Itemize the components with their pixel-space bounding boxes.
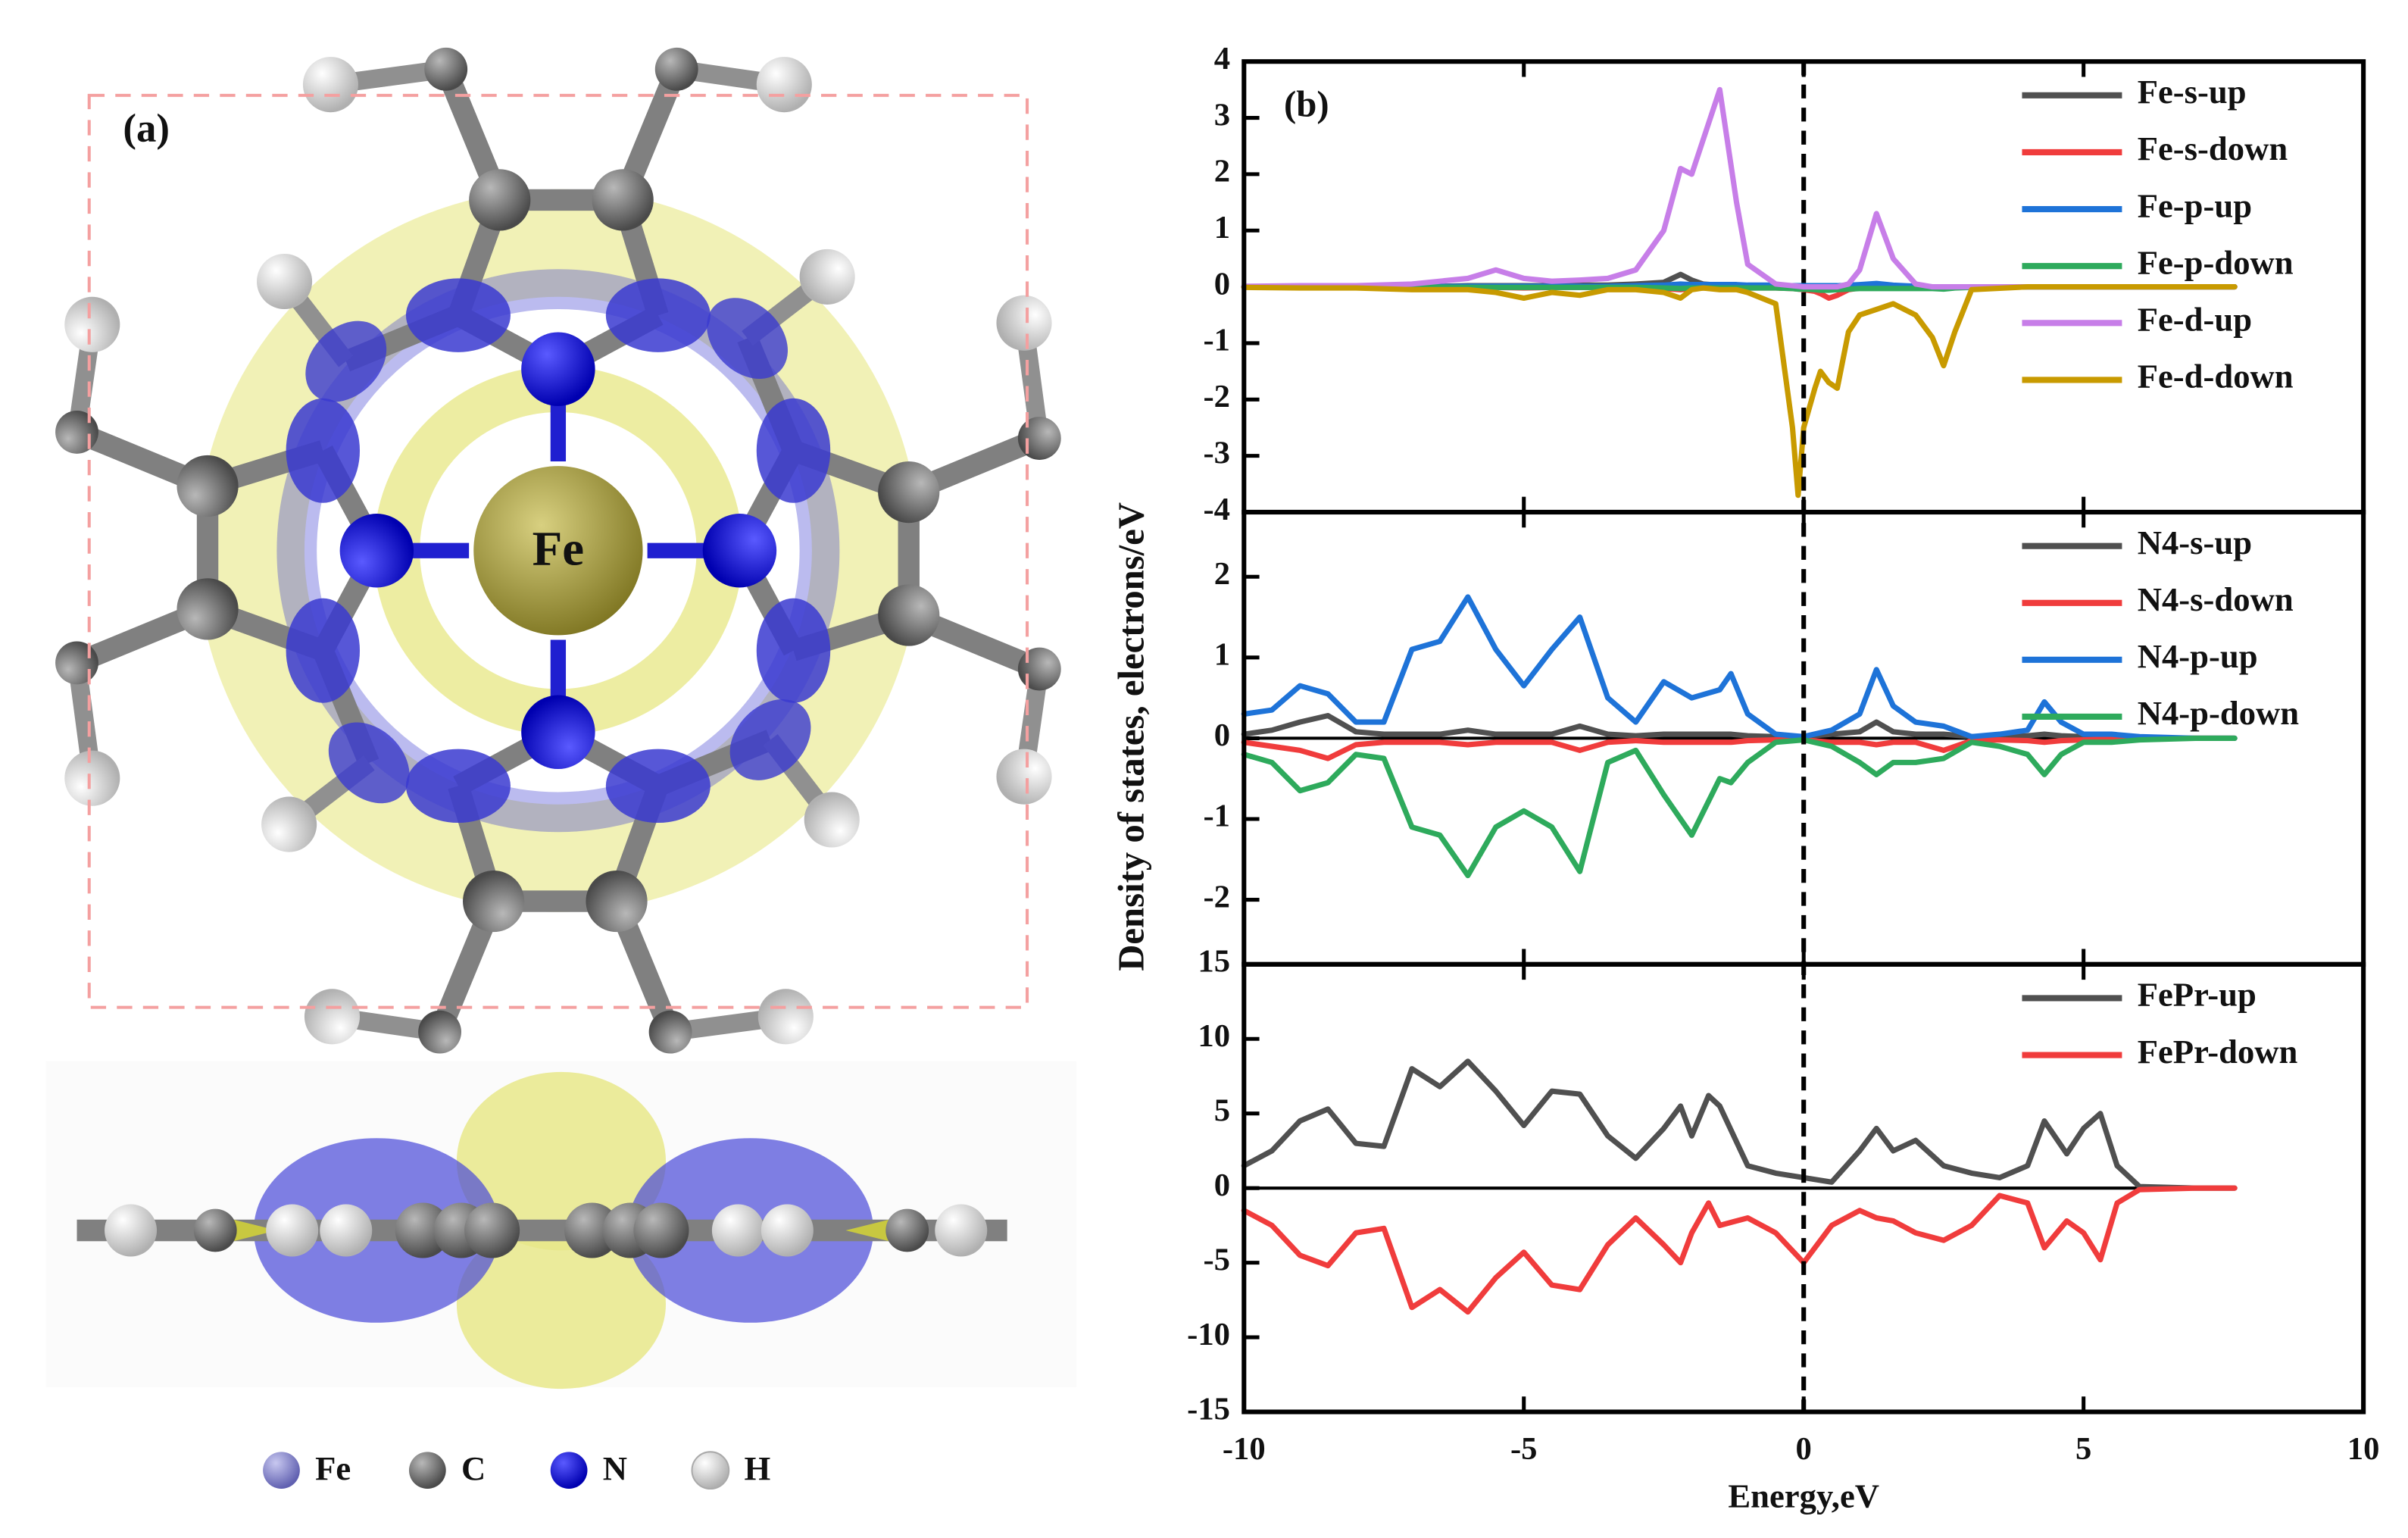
y-tick-label: -2 (1203, 379, 1230, 414)
atom-legend-label: Fe (315, 1449, 351, 1487)
legend-label: N4-p-down (2138, 694, 2300, 732)
dos-line (1241, 1058, 2238, 1191)
y-tick-label: 5 (1214, 1093, 1230, 1129)
y-tick-label: 10 (1198, 1018, 1230, 1054)
x-axis-label: Energy,eV (1728, 1477, 1879, 1515)
y-tick-label: 1 (1214, 637, 1230, 673)
legend-label: FePr-down (2138, 1033, 2298, 1071)
legend-label: Fe-p-down (2138, 243, 2294, 281)
legend-label: N4-p-up (2138, 637, 2258, 675)
y-tick-label: 4 (1214, 41, 1230, 77)
y-tick-label: -1 (1203, 323, 1230, 358)
y-tick-label: 3 (1214, 97, 1230, 133)
legend-label: Fe-s-down (2138, 130, 2288, 167)
y-tick-label: -1 (1203, 799, 1230, 834)
dos-line (1241, 735, 2238, 879)
y-tick-label: -3 (1203, 435, 1230, 470)
dos-line (1241, 713, 2238, 741)
legend-label: N4-s-up (2138, 524, 2252, 561)
dos-line (1241, 594, 2238, 741)
y-tick-label: -10 (1187, 1317, 1230, 1352)
y-tick-label: 0 (1214, 1168, 1230, 1203)
x-tick-label: 0 (1796, 1431, 1812, 1467)
x-tick-label: -5 (1510, 1431, 1538, 1467)
dos-line (1241, 284, 2238, 499)
x-tick-label: 10 (2347, 1431, 2380, 1467)
atom-legend-label: N (603, 1449, 627, 1487)
y-tick-label: 15 (1198, 944, 1230, 980)
dos-line (1241, 86, 2238, 290)
y-tick-label: 1 (1214, 210, 1230, 245)
atom-legend-label: C (461, 1449, 486, 1487)
legend-label: Fe-p-up (2138, 186, 2252, 224)
legend-label: N4-s-down (2138, 580, 2294, 618)
dos-plots: -4-3-2-101234Fe-s-upFe-s-downFe-p-upFe-p… (1187, 41, 2379, 1515)
y-tick-label: 2 (1214, 556, 1230, 592)
y-tick-label: 0 (1214, 266, 1230, 302)
legend-label: Fe-s-up (2138, 73, 2247, 111)
atom-legend: Fe C N H (263, 1449, 771, 1490)
y-tick-label: -2 (1203, 879, 1230, 914)
molecule-top-view: Fe (a) (55, 48, 1061, 1054)
legend-label: Fe-d-up (2138, 301, 2252, 339)
y-tick-label: 2 (1214, 154, 1230, 189)
legend-label: Fe-d-down (2138, 358, 2294, 395)
y-tick-label: -5 (1203, 1242, 1230, 1277)
dos-line (1241, 1185, 2238, 1315)
atom-legend-label: H (745, 1449, 771, 1487)
molecule-side-view (45, 1061, 1077, 1390)
x-tick-label: -10 (1223, 1431, 1266, 1467)
center-label: Fe (533, 522, 585, 577)
y-tick-label: -4 (1203, 492, 1230, 527)
panel-label: (b) (1284, 83, 1329, 124)
x-tick-label: 5 (2075, 1431, 2091, 1467)
y-tick-label: -15 (1187, 1391, 1230, 1427)
y-axis-label: Density of states, electrons/eV (1110, 502, 1151, 971)
dos-line (1241, 735, 2238, 761)
y-tick-label: 0 (1214, 717, 1230, 753)
panel-label: (a) (123, 107, 170, 151)
legend-label: FePr-up (2138, 976, 2257, 1014)
